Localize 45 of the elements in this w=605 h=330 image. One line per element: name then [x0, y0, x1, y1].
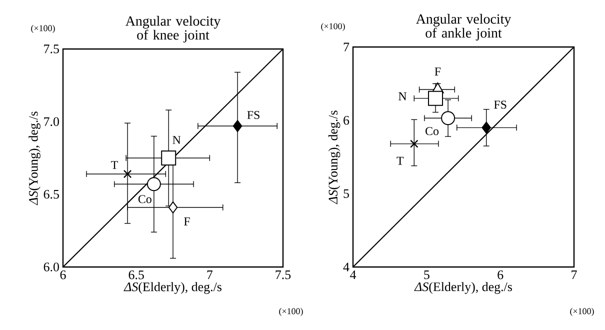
point: [146, 177, 161, 192]
x-tick-label: 5: [424, 270, 430, 280]
x-tick-label: 7.5: [276, 270, 291, 280]
x-tick-label: 4: [350, 270, 356, 280]
x-axis-title: ΔS(Elderly), deg./s: [414, 282, 512, 294]
y-tick-label: 4: [343, 262, 350, 272]
series-label: N: [172, 136, 181, 144]
point: [441, 111, 456, 126]
x-tick-label: 7: [572, 270, 577, 279]
y-axis-title: ΔS(Young), deg./s: [28, 112, 40, 206]
series-label: F: [434, 68, 441, 76]
y-tick-label: 7.5: [44, 44, 59, 54]
series-label: Co: [138, 195, 152, 204]
y-tick-label: 7: [344, 42, 350, 52]
chart-title: Angular velocity of ankle joint: [416, 14, 512, 41]
text: (×100): [279, 308, 303, 316]
y-tick-label: 6.0: [44, 262, 59, 272]
point: [168, 201, 178, 214]
x-axis-title: ΔS(Elderly), deg./s: [124, 282, 222, 294]
series-label: T: [396, 156, 404, 165]
series-label: N: [398, 92, 407, 100]
y-tick-label: 5: [344, 189, 349, 198]
y-tick-label: 6.5: [44, 190, 59, 199]
x-tick-label: 6: [498, 270, 504, 280]
y-tick-label: 7.0: [44, 117, 59, 126]
series-label: T: [111, 161, 118, 169]
point: [410, 140, 418, 148]
chart-title: Angular velocity of knee joint: [126, 16, 221, 42]
point: [482, 122, 491, 134]
x-tick-label: 6: [60, 270, 66, 280]
series-label: Co: [426, 127, 439, 136]
text: (×100): [570, 308, 594, 316]
point: [161, 150, 176, 166]
x-tick-label: 7: [207, 270, 213, 279]
point: [123, 170, 132, 178]
series-label: F: [184, 218, 190, 226]
point: [428, 90, 444, 106]
series-label: FS: [247, 111, 260, 120]
text: (×100): [321, 22, 345, 32]
point: [232, 120, 242, 132]
series-label: FS: [494, 100, 506, 109]
y-tick-label: 6: [344, 116, 350, 125]
y-axis-title: ΔS(Young), deg./s: [328, 110, 340, 204]
text: (×100): [31, 24, 55, 34]
x-tick-label: 6.5: [128, 270, 144, 280]
